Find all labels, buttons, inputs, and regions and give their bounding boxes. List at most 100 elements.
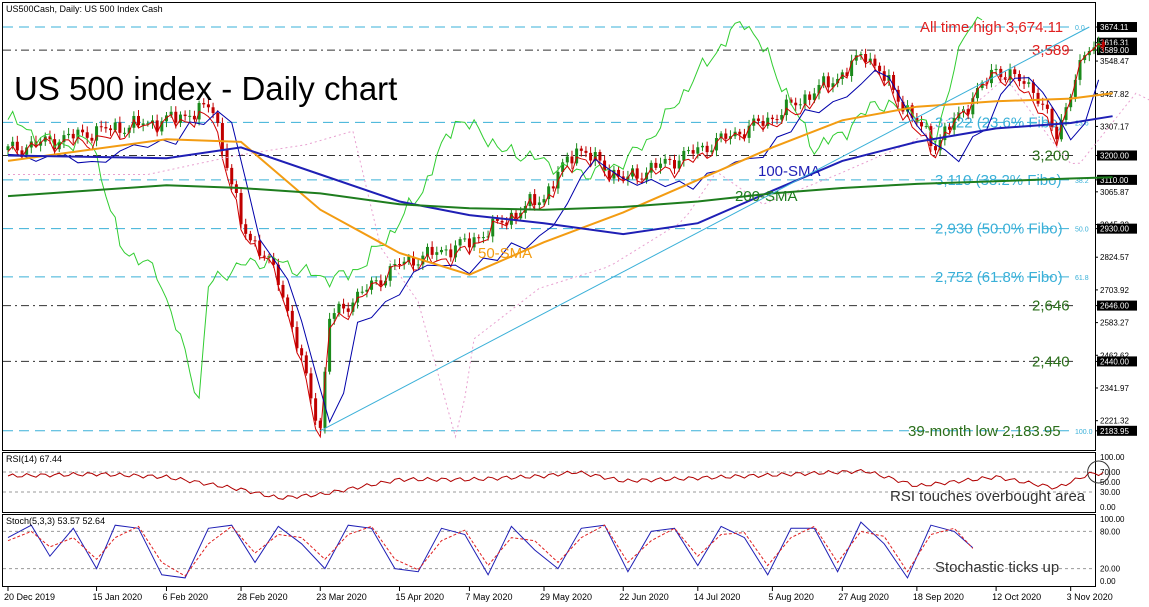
y-tick-label: 2583.27 [1100, 319, 1129, 328]
candle-body [770, 117, 774, 120]
candle-body [826, 76, 830, 88]
candle-body [780, 115, 784, 120]
x-tick-label: 7 May 2020 [465, 592, 512, 602]
candle-body [211, 107, 215, 114]
candle-body [565, 156, 569, 163]
x-tick-label: 27 Aug 2020 [838, 592, 889, 602]
candle-body [393, 264, 397, 267]
candle-body [481, 237, 485, 239]
candle-body [761, 120, 765, 126]
candle-body [700, 145, 704, 148]
candle-body [952, 118, 956, 130]
x-tick-label: 6 Feb 2020 [162, 592, 208, 602]
candle-body [337, 303, 341, 314]
candle-body [318, 420, 322, 428]
candle-body [528, 194, 532, 207]
candle-body [579, 148, 583, 151]
candle-body [1003, 77, 1007, 80]
big-title: US 500 index - Daily chart [14, 70, 397, 107]
rsi-tick-label: 50.00 [1100, 478, 1121, 487]
y-tick-label: 3200.00 [1100, 151, 1129, 160]
candle-body [220, 123, 224, 150]
candle-body [859, 54, 863, 56]
candle-body [463, 238, 467, 240]
candle-body [407, 256, 411, 262]
candle-body [467, 238, 471, 248]
candle-body [868, 58, 872, 63]
candle-body [589, 152, 593, 161]
candle-body [169, 111, 173, 116]
candle-body [29, 141, 33, 148]
candle-body [896, 89, 900, 102]
candle-body [635, 168, 639, 179]
y-tick-label: 2930.00 [1100, 225, 1129, 234]
candle-body [705, 145, 709, 153]
candle-body [654, 162, 658, 168]
x-tick-label: 22 Jun 2020 [619, 592, 669, 602]
candle-body [537, 202, 541, 206]
candle-body [975, 87, 979, 99]
candle-body [775, 119, 779, 121]
candle-body [39, 141, 43, 146]
candle-body [202, 103, 206, 105]
y-tick-label: 3427.82 [1100, 90, 1129, 99]
candle-body [878, 65, 882, 72]
candle-body [43, 136, 47, 142]
level-label: 3,322 (23.6% Fibo) [935, 114, 1063, 131]
candle-body [873, 58, 877, 66]
candle-body [934, 146, 938, 151]
candle-body [402, 261, 406, 265]
y-tick-label: 2221.32 [1100, 417, 1129, 426]
candle-body [812, 93, 816, 100]
candle-body [1041, 103, 1045, 105]
candle-body [924, 126, 928, 128]
candle-body [295, 327, 299, 349]
candle-body [332, 313, 336, 319]
y-tick-label: 3110.00 [1100, 176, 1129, 185]
candle-body [947, 126, 951, 130]
candle-body [845, 72, 849, 77]
candle-body [314, 398, 318, 421]
y-tick-label: 2646.00 [1100, 302, 1129, 311]
candle-body [304, 355, 308, 374]
candle-body [1069, 96, 1073, 108]
candle-body [910, 105, 914, 118]
chikou-span-line [7, 16, 983, 400]
candle-body [966, 109, 970, 115]
rsi-annotation: RSI touches overbought area [890, 488, 1086, 505]
candle-body [756, 118, 760, 121]
candle-body [1022, 81, 1026, 84]
y-tick-label: 2824.57 [1100, 253, 1129, 262]
candle-body [374, 280, 378, 282]
candle-body [1013, 69, 1017, 75]
y-tick-label: 2183.95 [1100, 427, 1129, 436]
y-tick-highlight [1097, 45, 1137, 56]
candle-body [495, 218, 499, 221]
candle-body [370, 280, 374, 290]
candle-body [225, 149, 229, 168]
candle-body [822, 76, 826, 85]
level-label: 3,200 [1032, 147, 1070, 164]
candle-body [118, 122, 122, 133]
candle-body [137, 115, 141, 126]
candle-body [346, 308, 350, 312]
fibo-tag: 50.0 [1075, 227, 1089, 234]
stoch-tick-label: 100.00 [1100, 515, 1125, 524]
candle-body [663, 158, 667, 164]
x-tick-label: 15 Jan 2020 [93, 592, 143, 602]
sma-line-100-sma [7, 115, 1113, 236]
x-tick-label: 28 Feb 2020 [237, 592, 288, 602]
candle-body [286, 297, 290, 311]
kijun-line [7, 69, 1100, 424]
candle-body [547, 186, 551, 200]
candle-body [1101, 42, 1105, 47]
trendline [320, 26, 1090, 432]
x-tick-label: 15 Apr 2020 [396, 592, 445, 602]
level-label: All time high 3,674.11 [920, 19, 1063, 36]
candle-body [48, 136, 52, 140]
candle-body [155, 120, 159, 132]
candle-body [272, 257, 276, 265]
rsi-title: RSI(14) 67.44 [6, 454, 62, 464]
candle-body [514, 212, 518, 219]
